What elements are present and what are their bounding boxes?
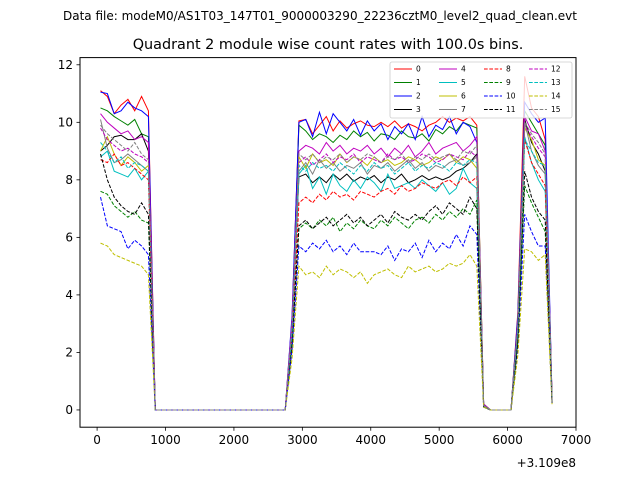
- y-tick-label: 4: [65, 288, 73, 302]
- series-line-13: [100, 137, 553, 411]
- legend-label-15: 15: [551, 105, 561, 114]
- x-tick-label: 1000: [150, 433, 181, 447]
- x-tick-label: 3000: [287, 433, 318, 447]
- series-line-2: [100, 91, 553, 411]
- series-line-4: [100, 113, 553, 411]
- y-tick-label: 2: [65, 346, 73, 360]
- legend-label-9: 9: [506, 78, 511, 87]
- y-tick-label: 0: [65, 403, 73, 417]
- series-line-11: [100, 153, 553, 411]
- legend-label-8: 8: [506, 65, 511, 74]
- y-tick-label: 10: [58, 116, 73, 130]
- y-tick-label: 12: [58, 58, 73, 72]
- legend-box: [389, 61, 573, 119]
- y-tick-label: 6: [65, 231, 73, 245]
- series-line-7: [100, 119, 553, 411]
- axes-frame: [79, 57, 577, 428]
- legend-label-11: 11: [506, 105, 516, 114]
- series-line-3: [100, 119, 553, 411]
- x-axis-offset-label: +3.109e8: [517, 456, 576, 470]
- figure-suptitle: Data file: modeM0/AS1T03_147T01_90000032…: [63, 9, 577, 23]
- legend-label-5: 5: [461, 78, 466, 87]
- series-line-5: [100, 136, 553, 411]
- x-tick-label: 6000: [492, 433, 523, 447]
- x-tick-label: 0: [93, 433, 101, 447]
- legend-label-13: 13: [551, 78, 561, 87]
- series-line-8: [100, 139, 553, 411]
- legend-label-6: 6: [461, 92, 466, 101]
- series-line-1: [100, 107, 553, 411]
- series-line-10: [100, 196, 553, 411]
- legend-label-14: 14: [551, 92, 561, 101]
- y-tick-label: 8: [65, 173, 73, 187]
- x-tick-label: 5000: [424, 433, 455, 447]
- chart-title: Quadrant 2 module wise count rates with …: [133, 37, 524, 53]
- legend-label-0: 0: [416, 65, 421, 74]
- x-tick-label: 7000: [561, 433, 592, 447]
- legend-label-7: 7: [461, 105, 466, 114]
- legend-label-3: 3: [416, 105, 421, 114]
- x-tick-label: 4000: [355, 433, 386, 447]
- series-line-6: [100, 126, 553, 411]
- legend-label-1: 1: [416, 78, 421, 87]
- series-line-9: [100, 185, 553, 411]
- x-tick-label: 2000: [219, 433, 250, 447]
- series-layer: [100, 76, 553, 411]
- series-line-14: [100, 242, 553, 411]
- legend-label-2: 2: [416, 92, 421, 101]
- legend-label-10: 10: [506, 92, 516, 101]
- legend-label-4: 4: [461, 65, 466, 74]
- series-line-0: [100, 76, 553, 411]
- legend-label-12: 12: [551, 65, 561, 74]
- series-line-15: [100, 120, 553, 411]
